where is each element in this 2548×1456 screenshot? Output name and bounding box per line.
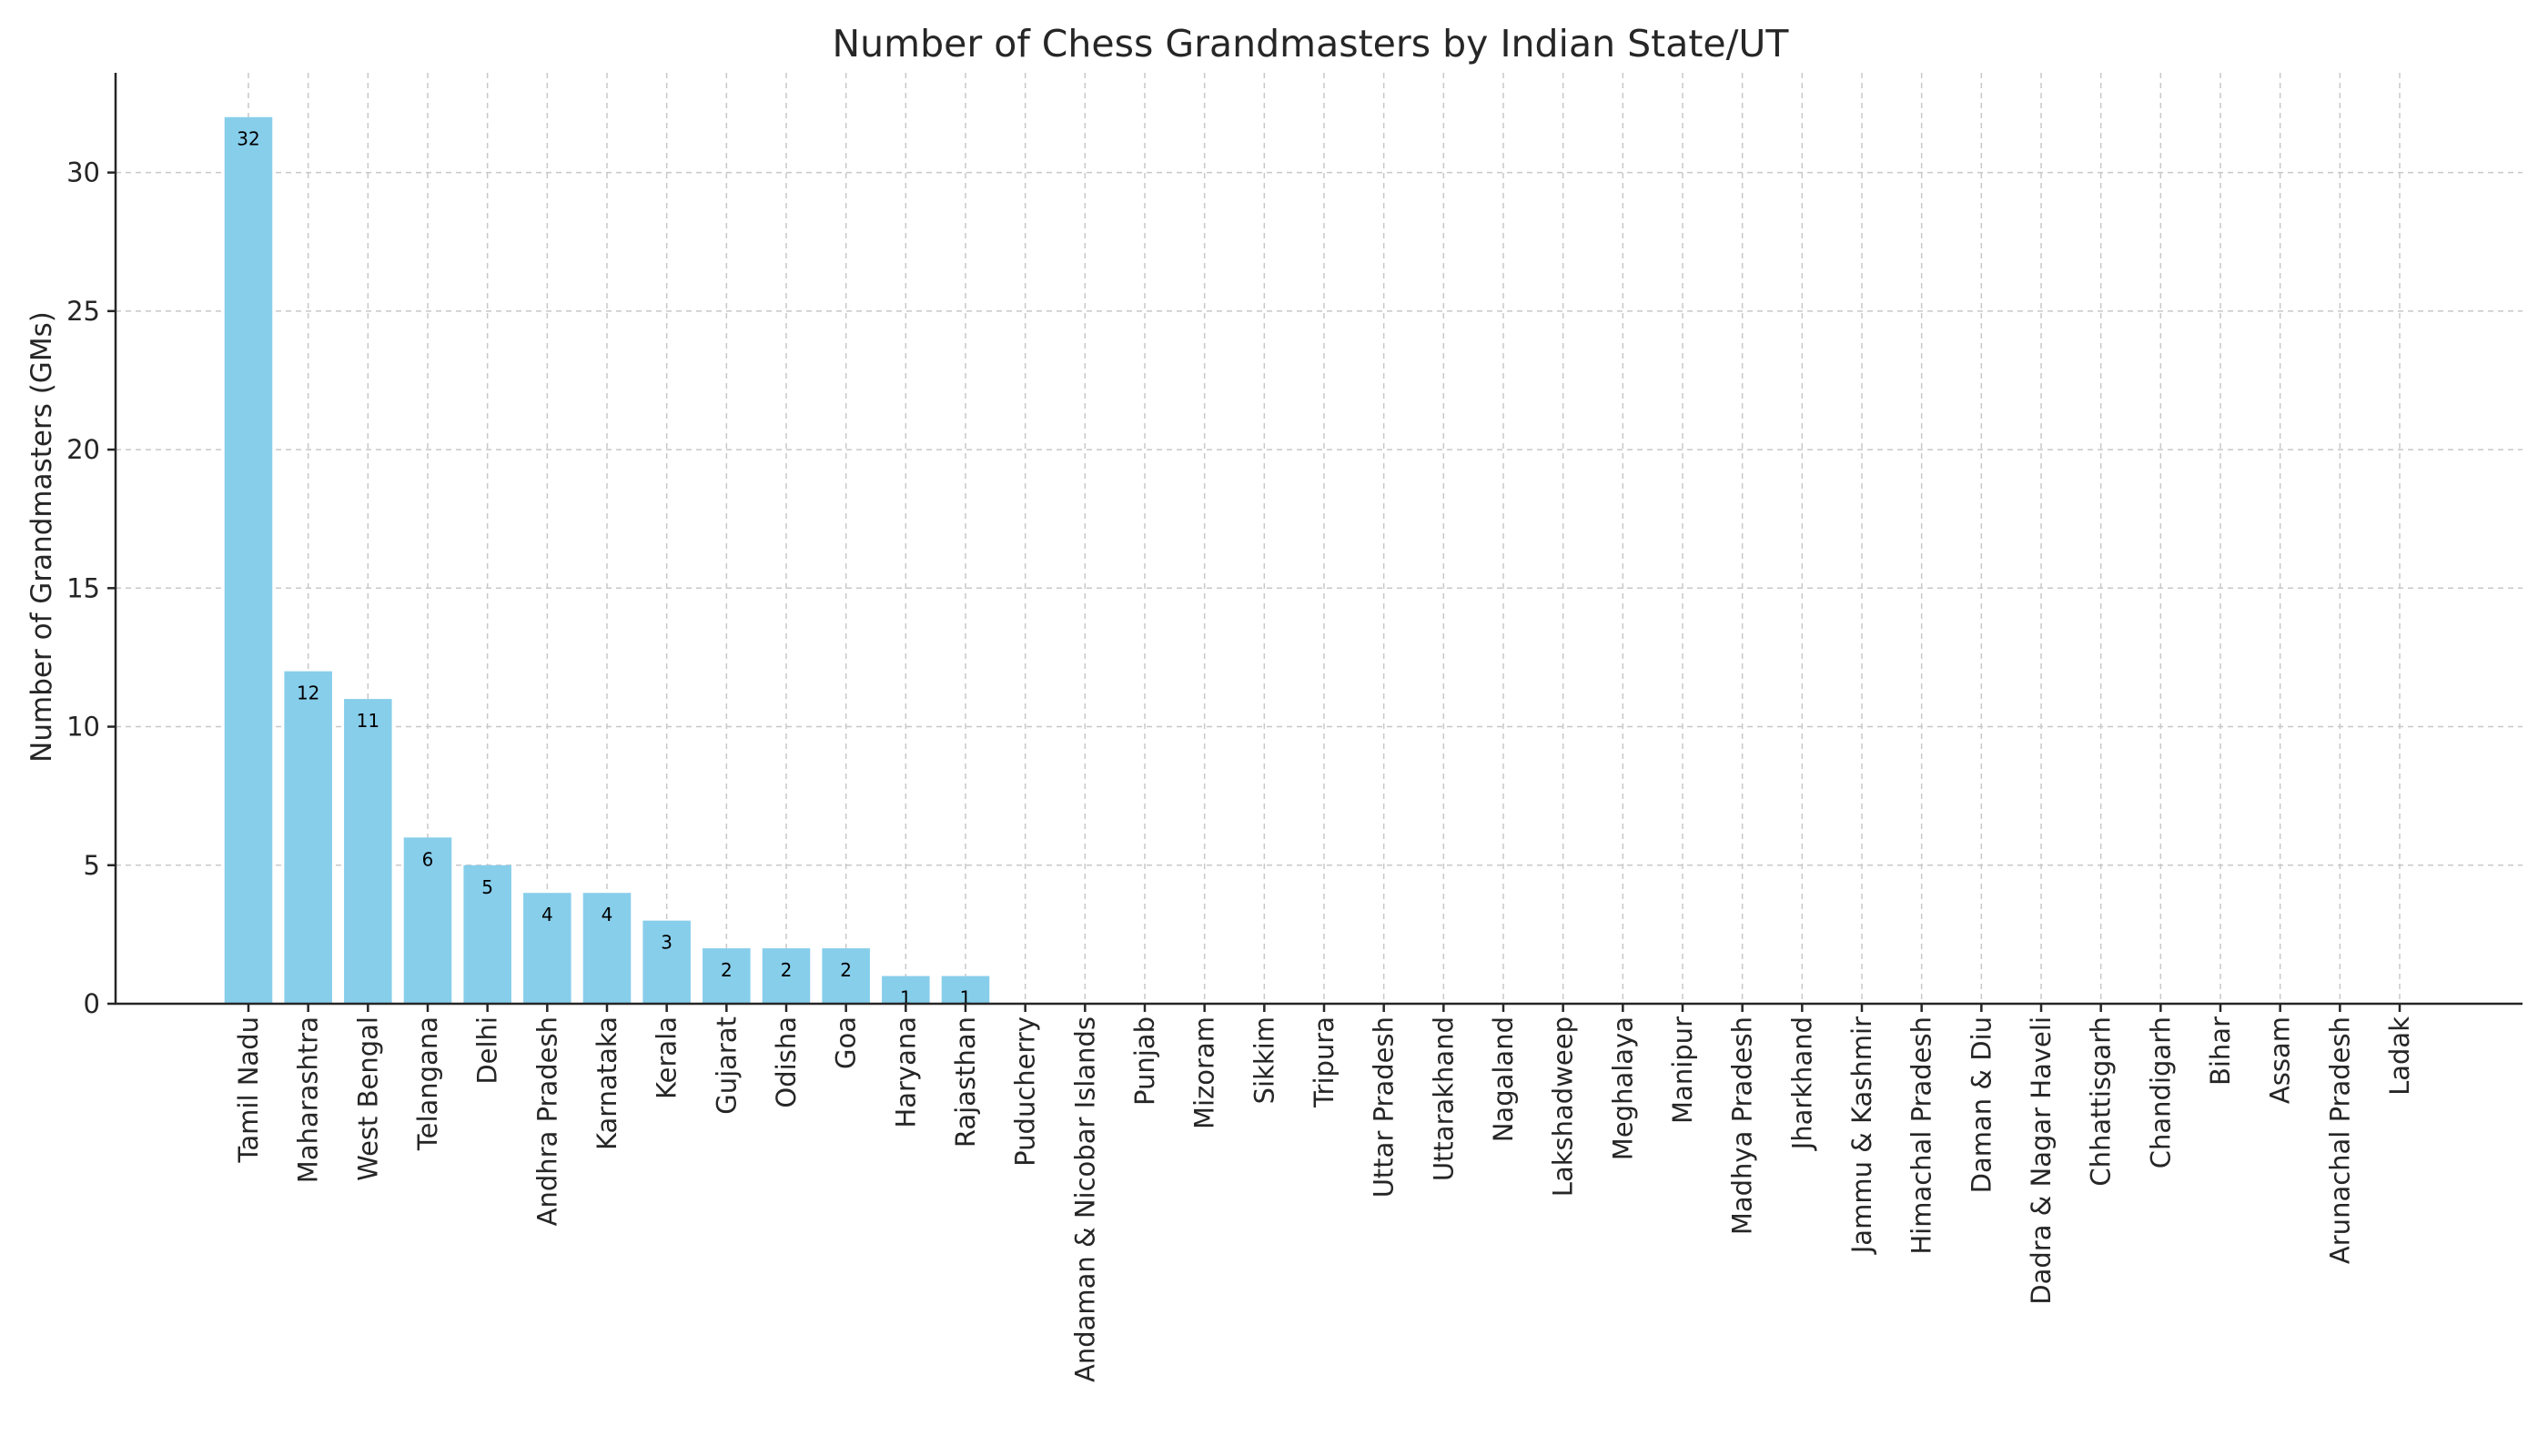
x-tick-label: Jammu & Kashmir: [1846, 1016, 1877, 1255]
bar: [762, 948, 811, 1004]
x-tick-label: Punjab: [1129, 1016, 1160, 1106]
bars: [224, 116, 990, 1004]
x-tick-label: Chandigarh: [2145, 1016, 2176, 1168]
x-tick-label: Goa: [831, 1016, 862, 1069]
bar: [703, 948, 751, 1004]
y-tick-label: 30: [66, 157, 100, 188]
x-tick-label: Haryana: [890, 1016, 921, 1128]
x-tick-label: Arunachal Pradesh: [2324, 1016, 2355, 1264]
x-tick-label: Tripura: [1309, 1016, 1340, 1108]
bar: [224, 116, 273, 1004]
y-tick-label: 0: [84, 988, 100, 1019]
data-label: 32: [237, 128, 259, 150]
y-tick-label: 15: [66, 572, 100, 603]
x-tick-label: Kerala: [652, 1016, 682, 1099]
x-tick-label: Tamil Nadu: [233, 1016, 264, 1164]
x-tick-label: Ladak: [2384, 1016, 2415, 1096]
x-tick-label: Assam: [2265, 1016, 2296, 1104]
x-tick-label: Maharashtra: [293, 1016, 324, 1183]
data-label: 3: [661, 932, 672, 954]
data-label: 4: [541, 904, 553, 925]
data-label: 6: [422, 848, 434, 870]
x-tick-label: Manipur: [1667, 1016, 1698, 1124]
x-tick-label: Karnataka: [592, 1016, 622, 1150]
x-tick-label: Nagaland: [1488, 1016, 1519, 1142]
x-tick-label: Madhya Pradesh: [1727, 1016, 1758, 1235]
x-tick-label: Jharkhand: [1786, 1016, 1817, 1151]
data-label: 12: [297, 682, 319, 704]
y-axis-ticks: 0 5 10 15 20 25 30: [66, 157, 116, 1019]
data-label: 4: [602, 904, 613, 925]
data-label: 5: [481, 876, 493, 898]
y-tick-label: 25: [66, 296, 100, 327]
chart-title: Number of Chess Grandmasters by Indian S…: [833, 22, 1790, 66]
x-tick-label: Lakshadweep: [1548, 1016, 1579, 1197]
x-tick-label: Odisha: [771, 1016, 802, 1108]
x-tick-label: West Bengal: [352, 1016, 383, 1181]
x-tick-label: Delhi: [472, 1016, 503, 1085]
x-tick-label: Rajasthan: [950, 1016, 981, 1148]
bar: [941, 976, 990, 1004]
bar: [882, 976, 930, 1004]
axes: [114, 73, 2523, 1006]
x-tick-label: Dadra & Nagar Haveli: [2026, 1016, 2057, 1305]
y-tick-label: 20: [66, 434, 100, 465]
bar: [822, 948, 870, 1004]
x-tick-label: Puducherry: [1010, 1016, 1041, 1167]
x-tick-label: Telangana: [412, 1016, 443, 1151]
x-tick-label: Daman & Diu: [1966, 1016, 1997, 1193]
x-tick-label: Andhra Pradesh: [531, 1016, 562, 1226]
bar: [642, 920, 691, 1004]
y-tick-label: 5: [84, 850, 100, 881]
bar: [403, 837, 452, 1004]
x-tick-label: Andaman & Nicobar Islands: [1069, 1016, 1100, 1382]
x-tick-label: Gujarat: [711, 1016, 742, 1115]
bar: [284, 671, 332, 1004]
x-tick-label: Sikkim: [1249, 1016, 1279, 1104]
x-tick-label: Uttar Pradesh: [1369, 1016, 1400, 1198]
bar: [582, 893, 632, 1004]
x-tick-label: Uttarakhand: [1428, 1016, 1459, 1181]
x-tick-label: Bihar: [2205, 1016, 2236, 1086]
data-label: 2: [781, 959, 793, 981]
x-tick-label: Mizoram: [1189, 1016, 1220, 1129]
x-tick-label: Chhattisgarh: [2086, 1016, 2117, 1187]
data-label: 11: [357, 710, 379, 732]
x-tick-label: Himachal Pradesh: [1906, 1016, 1937, 1255]
x-tick-label: Meghalaya: [1607, 1016, 1638, 1160]
gridlines: [116, 73, 2523, 1004]
bar: [523, 893, 571, 1004]
data-label: 2: [840, 959, 852, 981]
y-axis-title: Number of Grandmasters (GMs): [25, 311, 58, 763]
y-tick-label: 10: [66, 712, 100, 743]
x-axis-ticks: Tamil Nadu Maharashtra West Bengal Telangan…: [233, 1004, 2415, 1382]
bar: [463, 864, 511, 1004]
data-label: 2: [721, 959, 733, 981]
bar: [344, 699, 392, 1004]
